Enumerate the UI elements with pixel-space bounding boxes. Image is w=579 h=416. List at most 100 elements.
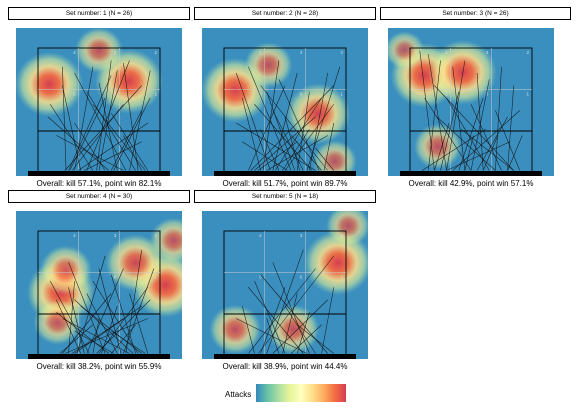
zone-number: 3 <box>486 50 489 55</box>
zone-number: 1 <box>526 92 529 97</box>
zone-number: 4 <box>259 50 262 55</box>
facet-strip-5: Set number: 5 (N = 18) <box>194 190 376 203</box>
zone-number: 2 <box>154 50 157 55</box>
attack-trajectory <box>446 60 466 171</box>
attack-trajectory <box>507 85 514 171</box>
attack-trajectory <box>74 305 142 354</box>
facet-strip-2: Set number: 2 (N = 28) <box>194 7 376 20</box>
panel-svg: 4 3 2 5 6 1 <box>16 28 182 176</box>
zone-number: 6 <box>300 92 303 97</box>
net-bar <box>214 171 356 176</box>
zone-number: 2 <box>340 233 343 238</box>
zone-number: 3 <box>300 233 303 238</box>
attack-trajectory <box>56 312 109 354</box>
caption-panel-4: Overall: kill 38.2%, point win 55.9% <box>36 362 162 371</box>
attack-trajectory <box>69 97 106 171</box>
zone-number: 6 <box>486 92 489 97</box>
hotspot <box>209 304 262 355</box>
facet-strip-3: Set number: 3 (N = 26) <box>380 7 571 20</box>
net-bar <box>214 354 356 359</box>
attack-trajectory <box>254 280 286 354</box>
heatmap-panel-1: 4 3 2 5 6 1 <box>16 28 182 176</box>
attack-trajectory <box>68 280 75 354</box>
hotspot <box>39 245 92 295</box>
attack-trajectory <box>92 280 139 354</box>
zone-number: 2 <box>340 50 343 55</box>
attack-trajectory <box>272 299 328 354</box>
facet-strip-1: Set number: 1 (N = 26) <box>8 7 190 20</box>
attack-trajectory <box>74 299 134 354</box>
attack-trajectory <box>49 280 90 354</box>
hotspot <box>16 51 84 117</box>
attack-trajectory <box>123 62 139 171</box>
zone-number: 1 <box>340 92 343 97</box>
attack-trajectory <box>248 287 304 354</box>
attack-trajectory <box>74 66 94 171</box>
attack-trajectory <box>96 299 151 354</box>
attack-trajectory <box>242 141 288 171</box>
attack-trajectory <box>84 141 142 171</box>
attack-trajectory <box>129 293 149 354</box>
hotspot <box>149 217 182 264</box>
attack-trajectory <box>110 112 149 171</box>
attack-trajectory <box>272 262 310 354</box>
attack-trajectory <box>428 60 441 171</box>
facet-strip-4: Set number: 4 (N = 30) <box>8 190 190 203</box>
attack-trajectory <box>86 293 118 354</box>
attack-trajectory <box>235 72 271 171</box>
attack-trajectory <box>257 141 298 171</box>
attack-trajectory <box>257 255 335 354</box>
attack-trajectory <box>266 91 296 171</box>
attack-trajectory <box>284 116 300 171</box>
zone-number: 3 <box>114 233 117 238</box>
caption-panel-2: Overall: kill 51.7%, point win 89.7% <box>222 179 348 188</box>
attack-trajectory <box>306 66 341 171</box>
attack-trajectory <box>86 60 130 171</box>
attack-trajectory <box>74 72 127 171</box>
zone-number: 2 <box>154 233 157 238</box>
zone-number: 2 <box>526 50 529 55</box>
attack-trajectory <box>461 129 514 171</box>
attack-trajectory <box>86 91 136 171</box>
caption-panel-3: Overall: kill 42.9%, point win 57.1% <box>408 179 534 188</box>
attack-trajectory <box>248 85 286 171</box>
hotspot <box>326 211 368 247</box>
hotspot <box>244 42 293 88</box>
attack-trajectory <box>98 70 118 171</box>
attack-trajectory <box>470 104 502 171</box>
zone-number: 5 <box>259 92 262 97</box>
legend-color-bar <box>256 384 346 402</box>
attack-trajectory <box>68 262 106 354</box>
zone-number: 3 <box>114 50 117 55</box>
heatmap-panel-2: 4 3 2 5 6 1 <box>202 28 368 176</box>
zone-number: 6 <box>114 92 117 97</box>
attack-trajectory <box>47 116 109 171</box>
attack-trajectory <box>278 79 320 171</box>
attack-trajectory <box>321 287 335 354</box>
panel-svg: 4 3 2 5 6 1 <box>388 28 554 176</box>
attack-trajectory <box>260 85 328 171</box>
zone-number: 5 <box>259 275 262 280</box>
panel-svg: 4 3 2 5 6 1 <box>202 28 368 176</box>
zone-number: 5 <box>445 92 448 97</box>
attack-trajectory <box>71 104 124 171</box>
attack-trajectory <box>96 60 112 171</box>
attack-trajectory <box>236 318 308 354</box>
attack-trajectory <box>68 75 112 171</box>
zone-number: 1 <box>340 275 343 280</box>
attack-trajectory <box>80 305 142 354</box>
attack-trajectory <box>296 91 310 171</box>
attack-trajectory <box>470 79 490 171</box>
attack-trajectory <box>272 72 298 171</box>
attack-trajectory <box>282 129 310 171</box>
attack-trajectory <box>56 135 124 171</box>
attack-trajectory <box>282 293 298 354</box>
attack-trajectory <box>446 141 511 171</box>
caption-panel-1: Overall: kill 57.1%, point win 82.1% <box>36 179 162 188</box>
attack-trajectory <box>436 116 496 171</box>
attack-trajectory <box>71 318 124 354</box>
attack-trajectory <box>296 312 310 354</box>
zone-number: 4 <box>73 50 76 55</box>
attack-trajectory <box>98 287 149 354</box>
zone-number: 4 <box>445 50 448 55</box>
